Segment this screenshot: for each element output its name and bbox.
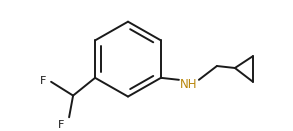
Text: NH: NH <box>180 78 198 91</box>
Text: F: F <box>40 76 46 86</box>
Text: F: F <box>58 120 64 130</box>
